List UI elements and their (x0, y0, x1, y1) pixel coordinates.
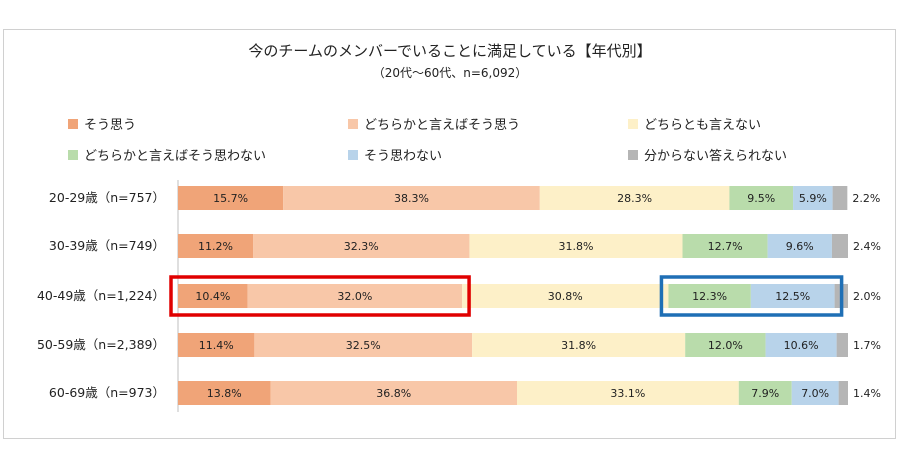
bar-segment (178, 234, 254, 258)
legend-item: どちらかと言えばそう思わない (68, 145, 266, 164)
bar-segment (247, 284, 463, 308)
data-label: 12.7% (708, 240, 743, 253)
data-label: 31.8% (561, 339, 596, 352)
data-label: 38.3% (394, 192, 429, 205)
bar-segment (791, 381, 839, 405)
data-label: 10.4% (195, 290, 230, 303)
legend-label: どちらかと言えばそう思わない (84, 149, 267, 164)
bar-segment (793, 186, 833, 210)
data-label: 2.4% (853, 240, 881, 253)
bar-segment (765, 333, 837, 357)
legend-item: 分からない答えられない (628, 145, 787, 164)
legend-swatch (68, 149, 78, 160)
data-label: 9.5% (747, 192, 775, 205)
highlight-box (659, 275, 844, 317)
bar-segment (539, 186, 730, 210)
bar-segment (685, 333, 766, 357)
category-label: 40-49歳（n=1,224） (37, 288, 165, 303)
data-label: 2.2% (852, 192, 880, 205)
bar-segment (517, 381, 739, 405)
bar-segment (462, 284, 669, 308)
bar-segment (178, 186, 284, 210)
bar-segment (668, 284, 751, 308)
bar-segment (831, 234, 848, 258)
bar-segment (832, 186, 848, 210)
bar-segment (750, 284, 835, 308)
bar-segment (838, 381, 848, 405)
chart-title: 今のチームのメンバーでいることに満足している【年代別】 (248, 42, 652, 60)
bar-segment (283, 186, 540, 210)
bar-segment (836, 333, 848, 357)
data-label: 7.0% (801, 387, 829, 400)
bar-segment (682, 234, 768, 258)
legend-label: 分からない答えられない (644, 149, 788, 164)
bar-segment (254, 333, 473, 357)
chart-frame (3, 29, 896, 439)
bar-segment (270, 381, 518, 405)
data-label: 15.7% (213, 192, 248, 205)
category-label: 30-39歳（n=749） (49, 238, 165, 253)
highlight-box (169, 275, 471, 317)
data-label: 11.2% (198, 240, 233, 253)
data-label: 31.8% (559, 240, 594, 253)
bar-segment (729, 186, 794, 210)
legend-swatch (628, 118, 638, 129)
data-label: 36.8% (376, 387, 411, 400)
data-label: 10.6% (784, 339, 819, 352)
data-label: 13.8% (207, 387, 242, 400)
data-label: 30.8% (548, 290, 583, 303)
data-label: 32.3% (344, 240, 379, 253)
legend-label: そう思う (84, 118, 137, 133)
bar-segment (178, 284, 248, 308)
data-label: 5.9% (799, 192, 827, 205)
legend-swatch (348, 118, 358, 129)
data-label: 28.3% (617, 192, 652, 205)
legend-item: どちらかと言えばそう思う (348, 114, 520, 133)
legend-swatch (68, 118, 78, 129)
category-label: 20-29歳（n=757） (49, 190, 165, 205)
data-label: 12.5% (775, 290, 810, 303)
bar-segment (469, 234, 683, 258)
bar-segment (472, 333, 686, 357)
data-label: 2.0% (853, 290, 881, 303)
legend-label: どちらとも言えない (644, 118, 762, 133)
category-label: 60-69歳（n=973） (49, 385, 165, 400)
data-label: 1.7% (853, 339, 881, 352)
data-label: 7.9% (751, 387, 779, 400)
bar-segment (253, 234, 470, 258)
legend-item: どちらとも言えない (628, 114, 761, 133)
data-label: 1.4% (853, 387, 881, 400)
bar-segment (178, 381, 271, 405)
data-label: 12.0% (708, 339, 743, 352)
legend-swatch (628, 149, 638, 160)
bar-segment (738, 381, 792, 405)
legend-item: そう思わない (348, 145, 442, 164)
data-label: 32.5% (346, 339, 381, 352)
data-label: 11.4% (199, 339, 234, 352)
legend-label: そう思わない (364, 149, 443, 164)
data-label: 9.6% (786, 240, 814, 253)
category-label: 50-59歳（n=2,389） (37, 337, 165, 352)
chart-subtitle: （20代～60代、n=6,092） (372, 66, 528, 80)
bar-segment (767, 234, 832, 258)
legend-swatch (348, 149, 358, 160)
data-label: 12.3% (692, 290, 727, 303)
legend-item: そう思う (68, 114, 136, 133)
legend-label: どちらかと言えばそう思う (364, 118, 521, 133)
bar-segment (178, 333, 255, 357)
data-label: 33.1% (610, 387, 645, 400)
data-label: 32.0% (337, 290, 372, 303)
